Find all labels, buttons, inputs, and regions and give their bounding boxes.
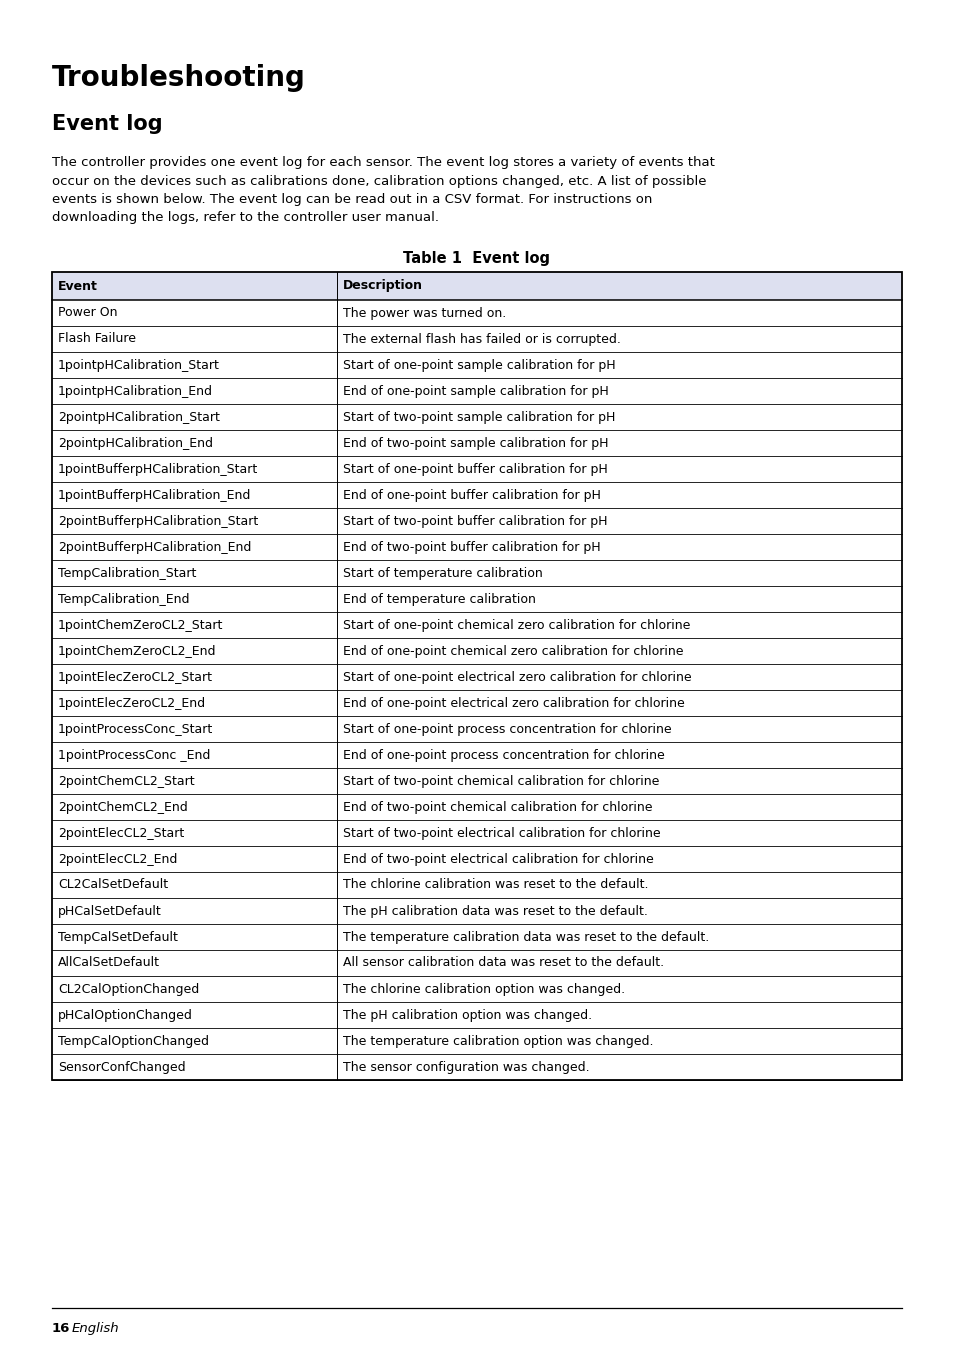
Text: 2pointChemCL2_End: 2pointChemCL2_End xyxy=(58,800,188,814)
Text: 1pointElecZeroCL2_Start: 1pointElecZeroCL2_Start xyxy=(58,670,213,684)
Text: Start of one-point chemical zero calibration for chlorine: Start of one-point chemical zero calibra… xyxy=(342,619,689,631)
Text: The temperature calibration data was reset to the default.: The temperature calibration data was res… xyxy=(342,930,708,944)
Text: 1pointpHCalibration_End: 1pointpHCalibration_End xyxy=(58,385,213,398)
Text: Flash Failure: Flash Failure xyxy=(58,333,136,345)
Text: End of two-point chemical calibration for chlorine: End of two-point chemical calibration fo… xyxy=(342,800,652,814)
Text: The pH calibration data was reset to the default.: The pH calibration data was reset to the… xyxy=(342,904,647,918)
Text: Power On: Power On xyxy=(58,306,117,320)
Text: 1pointProcessConc_Start: 1pointProcessConc_Start xyxy=(58,723,213,735)
Text: CL2CalSetDefault: CL2CalSetDefault xyxy=(58,879,168,891)
Text: Start of temperature calibration: Start of temperature calibration xyxy=(342,566,542,580)
Text: pHCalOptionChanged: pHCalOptionChanged xyxy=(58,1009,193,1021)
Bar xyxy=(52,272,901,1080)
Text: End of one-point process concentration for chlorine: End of one-point process concentration f… xyxy=(342,749,664,761)
Text: Description: Description xyxy=(342,279,422,292)
Text: 1pointProcessConc _End: 1pointProcessConc _End xyxy=(58,749,211,761)
Text: End of one-point buffer calibration for pH: End of one-point buffer calibration for … xyxy=(342,489,600,501)
Text: Event log: Event log xyxy=(52,114,162,134)
Text: 1pointpHCalibration_Start: 1pointpHCalibration_Start xyxy=(58,359,219,371)
Text: The pH calibration option was changed.: The pH calibration option was changed. xyxy=(342,1009,591,1021)
Text: SensorConfChanged: SensorConfChanged xyxy=(58,1060,186,1074)
Text: Start of one-point buffer calibration for pH: Start of one-point buffer calibration fo… xyxy=(342,463,607,475)
Text: End of two-point sample calibration for pH: End of two-point sample calibration for … xyxy=(342,436,608,450)
Text: 2pointBufferpHCalibration_Start: 2pointBufferpHCalibration_Start xyxy=(58,515,258,528)
Text: The chlorine calibration was reset to the default.: The chlorine calibration was reset to th… xyxy=(342,879,648,891)
Text: Troubleshooting: Troubleshooting xyxy=(52,64,306,92)
Text: 1pointChemZeroCL2_End: 1pointChemZeroCL2_End xyxy=(58,645,216,658)
Text: The sensor configuration was changed.: The sensor configuration was changed. xyxy=(342,1060,589,1074)
Text: End of temperature calibration: End of temperature calibration xyxy=(342,593,535,605)
Text: TempCalSetDefault: TempCalSetDefault xyxy=(58,930,177,944)
Text: CL2CalOptionChanged: CL2CalOptionChanged xyxy=(58,983,199,995)
Text: 2pointChemCL2_Start: 2pointChemCL2_Start xyxy=(58,774,194,788)
Text: All sensor calibration data was reset to the default.: All sensor calibration data was reset to… xyxy=(342,956,663,969)
Text: TempCalibration_End: TempCalibration_End xyxy=(58,593,190,605)
Text: End of one-point electrical zero calibration for chlorine: End of one-point electrical zero calibra… xyxy=(342,696,684,709)
Text: Event: Event xyxy=(58,279,98,292)
Text: Start of one-point sample calibration for pH: Start of one-point sample calibration fo… xyxy=(342,359,615,371)
Bar xyxy=(52,272,901,301)
Text: Table 1  Event log: Table 1 Event log xyxy=(403,250,550,265)
Text: The chlorine calibration option was changed.: The chlorine calibration option was chan… xyxy=(342,983,624,995)
Text: 1pointChemZeroCL2_Start: 1pointChemZeroCL2_Start xyxy=(58,619,223,631)
Text: End of one-point sample calibration for pH: End of one-point sample calibration for … xyxy=(342,385,608,398)
Text: TempCalOptionChanged: TempCalOptionChanged xyxy=(58,1034,209,1048)
Text: The controller provides one event log for each sensor. The event log stores a va: The controller provides one event log fo… xyxy=(52,156,714,225)
Text: Start of two-point sample calibration for pH: Start of two-point sample calibration fo… xyxy=(342,410,615,424)
Text: 1pointBufferpHCalibration_Start: 1pointBufferpHCalibration_Start xyxy=(58,463,258,475)
Text: 2pointBufferpHCalibration_End: 2pointBufferpHCalibration_End xyxy=(58,540,251,554)
Text: TempCalibration_Start: TempCalibration_Start xyxy=(58,566,196,580)
Text: AllCalSetDefault: AllCalSetDefault xyxy=(58,956,160,969)
Text: Start of one-point process concentration for chlorine: Start of one-point process concentration… xyxy=(342,723,671,735)
Text: The power was turned on.: The power was turned on. xyxy=(342,306,505,320)
Text: Start of two-point buffer calibration for pH: Start of two-point buffer calibration fo… xyxy=(342,515,607,528)
Text: 2pointElecCL2_Start: 2pointElecCL2_Start xyxy=(58,826,184,839)
Text: 2pointpHCalibration_End: 2pointpHCalibration_End xyxy=(58,436,213,450)
Text: 1pointBufferpHCalibration_End: 1pointBufferpHCalibration_End xyxy=(58,489,251,501)
Text: 2pointElecCL2_End: 2pointElecCL2_End xyxy=(58,853,177,865)
Text: Start of one-point electrical zero calibration for chlorine: Start of one-point electrical zero calib… xyxy=(342,670,691,684)
Text: pHCalSetDefault: pHCalSetDefault xyxy=(58,904,162,918)
Text: End of two-point electrical calibration for chlorine: End of two-point electrical calibration … xyxy=(342,853,653,865)
Text: 1pointElecZeroCL2_End: 1pointElecZeroCL2_End xyxy=(58,696,206,709)
Text: Start of two-point chemical calibration for chlorine: Start of two-point chemical calibration … xyxy=(342,774,659,788)
Text: End of two-point buffer calibration for pH: End of two-point buffer calibration for … xyxy=(342,540,599,554)
Text: The external flash has failed or is corrupted.: The external flash has failed or is corr… xyxy=(342,333,620,345)
Text: Start of two-point electrical calibration for chlorine: Start of two-point electrical calibratio… xyxy=(342,826,659,839)
Text: 16: 16 xyxy=(52,1322,71,1335)
Text: 2pointpHCalibration_Start: 2pointpHCalibration_Start xyxy=(58,410,219,424)
Text: English: English xyxy=(71,1322,119,1335)
Text: The temperature calibration option was changed.: The temperature calibration option was c… xyxy=(342,1034,653,1048)
Text: End of one-point chemical zero calibration for chlorine: End of one-point chemical zero calibrati… xyxy=(342,645,682,658)
